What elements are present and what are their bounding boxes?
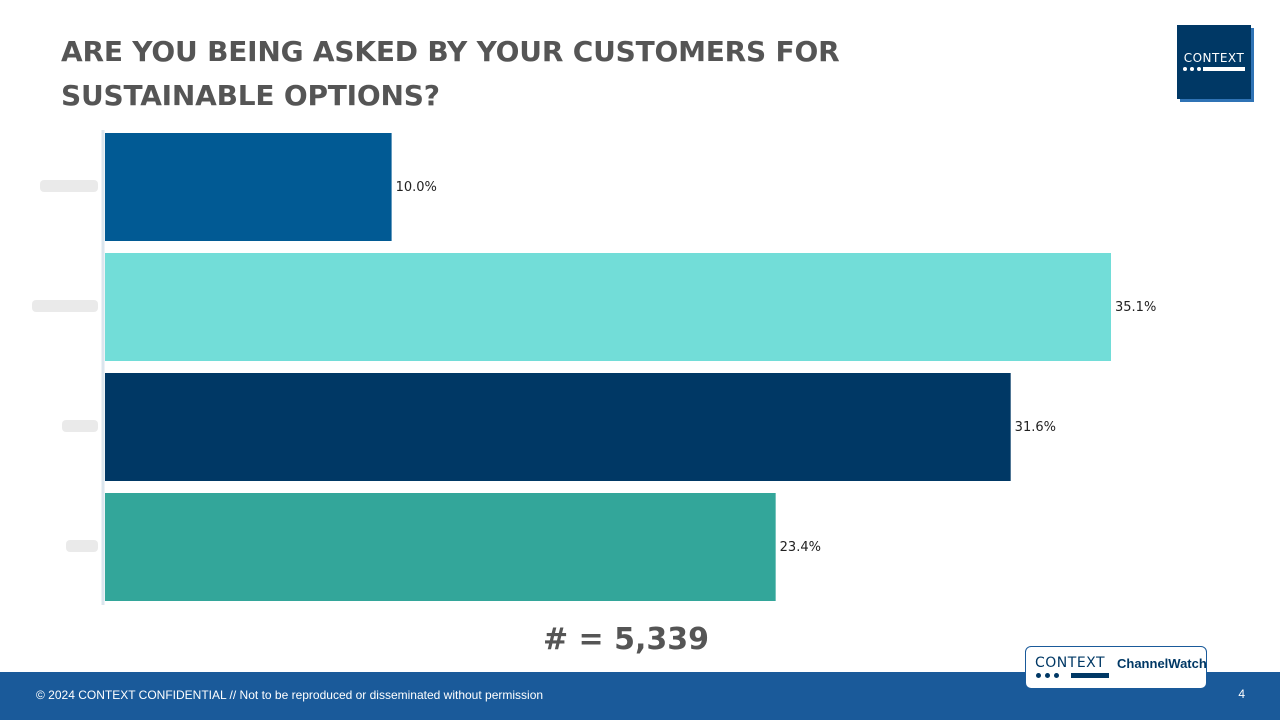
bar-4-data-label: 23.4% xyxy=(780,540,821,555)
context-logo-text: CONTEXT xyxy=(1183,51,1245,65)
bar-2 xyxy=(105,253,1111,361)
bar-1 xyxy=(105,133,392,241)
bar-2-data-label: 35.1% xyxy=(1115,300,1156,315)
bar-4 xyxy=(105,493,776,601)
logo-bar-icon xyxy=(1203,67,1245,71)
bar-chart: 10.0% 35.1% 31.6% 23.4% xyxy=(0,120,1280,620)
channelwatch-logo-name: ChannelWatch xyxy=(1117,656,1207,671)
context-logo: CONTEXT xyxy=(1177,25,1251,99)
bar-3 xyxy=(105,373,1011,481)
bar-1-data-label: 10.0% xyxy=(396,180,437,195)
bars-group: 10.0% 35.1% 31.6% 23.4% xyxy=(105,133,1156,601)
sample-size-label: # = 5,339 xyxy=(542,622,710,657)
channelwatch-bar-icon xyxy=(1071,673,1109,678)
channelwatch-logo: CONTEXT ChannelWatch xyxy=(1025,646,1207,689)
bar-chart-svg: 10.0% 35.1% 31.6% 23.4% xyxy=(32,130,1156,605)
slide-title: ARE YOU BEING ASKED BY YOUR CUSTOMERS FO… xyxy=(61,35,840,112)
blurred-category-labels xyxy=(32,180,98,552)
footer-confidential-text: © 2024 CONTEXT CONFIDENTIAL // Not to be… xyxy=(36,688,544,702)
logo-dots-icon xyxy=(1183,67,1201,71)
bar-3-data-label: 31.6% xyxy=(1015,420,1056,435)
channelwatch-dots-icon xyxy=(1036,673,1059,678)
channelwatch-logo-context: CONTEXT xyxy=(1035,655,1106,671)
page-number: 4 xyxy=(1238,687,1245,701)
